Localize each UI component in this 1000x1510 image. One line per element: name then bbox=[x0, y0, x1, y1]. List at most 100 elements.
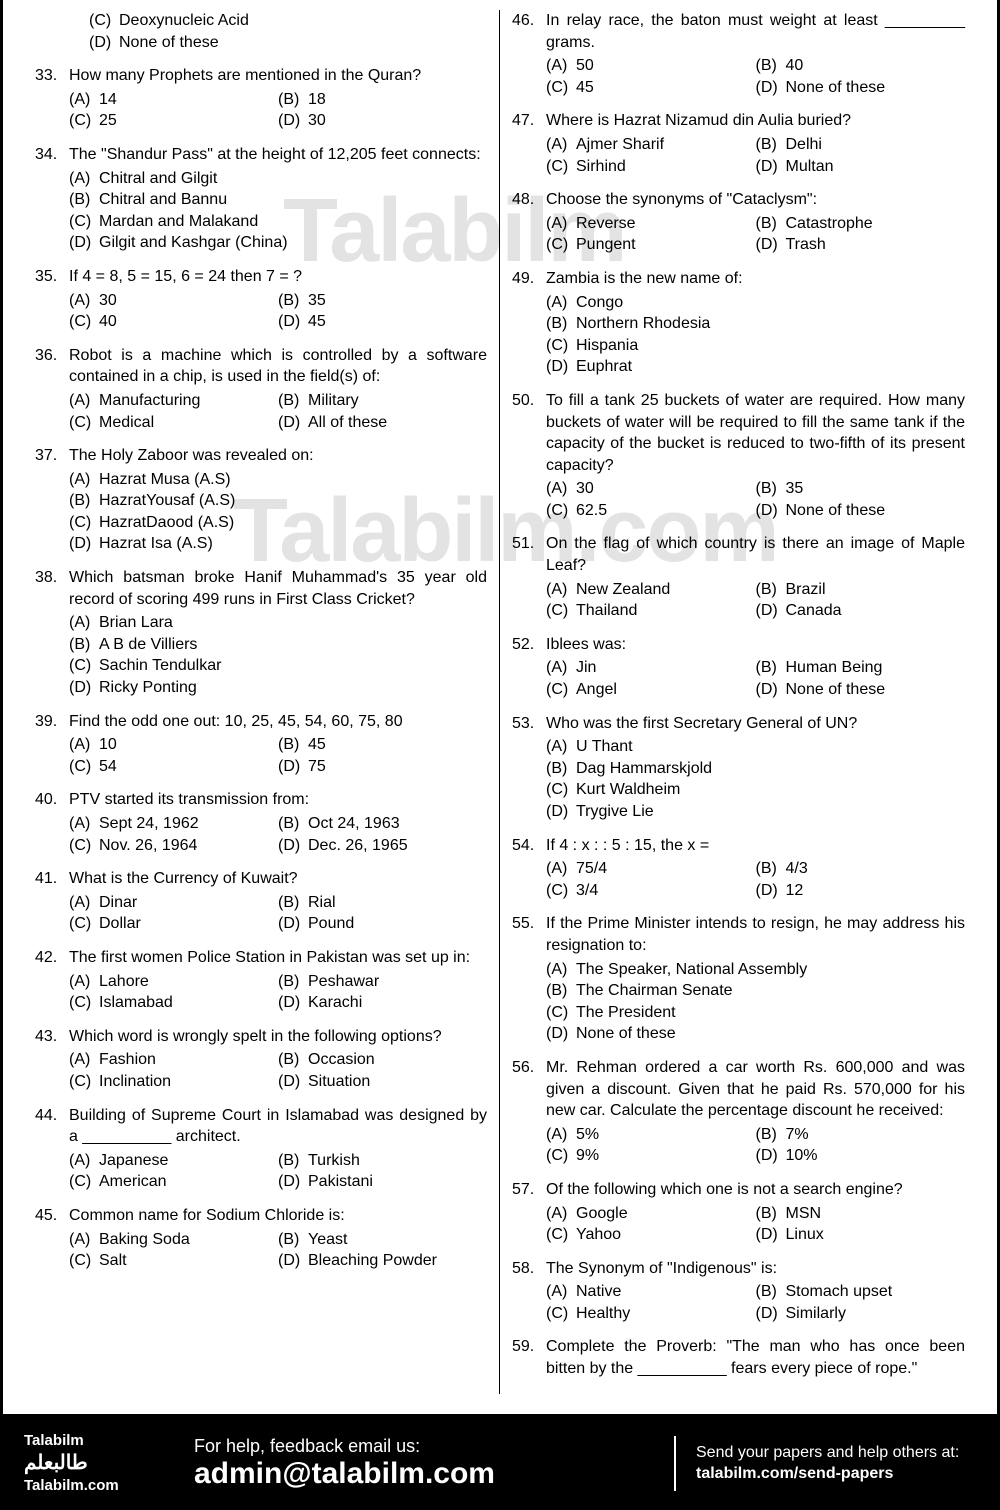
option-text: Human Being bbox=[786, 657, 958, 679]
option-text: Islamabad bbox=[99, 992, 270, 1014]
option-text: Mardan and Malakand bbox=[99, 211, 479, 233]
option-letter: (A) bbox=[546, 134, 576, 156]
question: 57.Of the following which one is not a s… bbox=[512, 1179, 965, 1246]
option-letter: (A) bbox=[546, 213, 576, 235]
option-letter: (C) bbox=[546, 600, 576, 622]
option-text: None of these bbox=[786, 500, 958, 522]
option-text: Google bbox=[576, 1203, 748, 1225]
question: 33.How many Prophets are mentioned in th… bbox=[35, 65, 487, 132]
question-text: Who was the first Secretary General of U… bbox=[546, 713, 965, 735]
option: (A)Reverse bbox=[546, 213, 756, 235]
option: (D)Multan bbox=[756, 156, 966, 178]
option-letter: (D) bbox=[278, 756, 308, 778]
option: (B)Oct 24, 1963 bbox=[278, 813, 487, 835]
option-letter: (B) bbox=[756, 1281, 786, 1303]
option: (A)30 bbox=[69, 290, 278, 312]
option-letter: (C) bbox=[546, 1002, 576, 1024]
option: (A)Fashion bbox=[69, 1049, 278, 1071]
option-letter: (C) bbox=[546, 779, 576, 801]
option: (A)10 bbox=[69, 734, 278, 756]
option: (C)Dollar bbox=[69, 913, 278, 935]
option-text: HazratDaood (A.S) bbox=[99, 512, 479, 534]
option-letter: (C) bbox=[546, 679, 576, 701]
option-letter: (D) bbox=[278, 110, 308, 132]
option: (A)Manufacturing bbox=[69, 390, 278, 412]
question-number: 45. bbox=[35, 1205, 69, 1272]
option-text: New Zealand bbox=[576, 579, 748, 601]
options-group: (A)Fashion(B)Occasion(C)Inclination(D)Si… bbox=[69, 1049, 487, 1092]
option-text: 40 bbox=[786, 55, 958, 77]
question: 34.The "Shandur Pass" at the height of 1… bbox=[35, 144, 487, 254]
option: (D)None of these bbox=[756, 679, 966, 701]
question-number: 58. bbox=[512, 1258, 546, 1325]
footer-send-link: talabilm.com/send-papers bbox=[696, 1463, 976, 1485]
option: (C)Thailand bbox=[546, 600, 756, 622]
option-letter: (B) bbox=[278, 1150, 308, 1172]
option-text: Native bbox=[576, 1281, 748, 1303]
option-letter: (D) bbox=[756, 1303, 786, 1325]
option: (C)American bbox=[69, 1171, 278, 1193]
option-letter: (B) bbox=[756, 858, 786, 880]
option-letter: (B) bbox=[756, 1203, 786, 1225]
option-text: Canada bbox=[786, 600, 958, 622]
option-text: Gilgit and Kashgar (China) bbox=[99, 232, 479, 254]
options-group: (A)Hazrat Musa (A.S)(B)HazratYousaf (A.S… bbox=[69, 469, 487, 555]
footer-brand-block: Talabilm طالبعلم Talabilm.com bbox=[24, 1431, 194, 1496]
option: (C)Kurt Waldheim bbox=[546, 779, 965, 801]
question-body: If 4 = 8, 5 = 15, 6 = 24 then 7 = ?(A)30… bbox=[69, 266, 487, 333]
question: 43.Which word is wrongly spelt in the fo… bbox=[35, 1026, 487, 1093]
option: (C)Healthy bbox=[546, 1303, 756, 1325]
option-letter: (A) bbox=[69, 612, 99, 634]
options-group: (A)Lahore(B)Peshawar(C)Islamabad(D)Karac… bbox=[69, 971, 487, 1014]
question-number: 54. bbox=[512, 835, 546, 902]
option: (D)Karachi bbox=[278, 992, 487, 1014]
content-area: (C)Deoxynucleic Acid(D)None of these 33.… bbox=[3, 0, 997, 1414]
option-text: 30 bbox=[308, 110, 479, 132]
option-letter: (A) bbox=[546, 292, 576, 314]
option: (C)3/4 bbox=[546, 880, 756, 902]
option-text: HazratYousaf (A.S) bbox=[99, 490, 479, 512]
option: (C)40 bbox=[69, 311, 278, 333]
option-letter: (A) bbox=[546, 858, 576, 880]
option: (C)Deoxynucleic Acid bbox=[89, 10, 487, 32]
option: (D)Pakistani bbox=[278, 1171, 487, 1193]
question-body: In relay race, the baton must weight at … bbox=[546, 10, 965, 98]
question-number: 50. bbox=[512, 390, 546, 522]
option-letter: (B) bbox=[278, 813, 308, 835]
question-text: The Synonym of "Indigenous" is: bbox=[546, 1258, 965, 1280]
option-text: 75 bbox=[308, 756, 479, 778]
option-text: U Thant bbox=[576, 736, 957, 758]
question-number: 37. bbox=[35, 445, 69, 555]
question-text: The first women Police Station in Pakist… bbox=[69, 947, 487, 969]
option: (C)54 bbox=[69, 756, 278, 778]
option-letter: (D) bbox=[546, 1023, 576, 1045]
footer-send-text: Send your papers and help others at: bbox=[696, 1442, 976, 1464]
option: (A)New Zealand bbox=[546, 579, 756, 601]
question-number: 36. bbox=[35, 345, 69, 433]
question: 41.What is the Currency of Kuwait?(A)Din… bbox=[35, 868, 487, 935]
question-body: Of the following which one is not a sear… bbox=[546, 1179, 965, 1246]
option: (B)Northern Rhodesia bbox=[546, 313, 965, 335]
option-letter: (A) bbox=[546, 1281, 576, 1303]
option-letter: (C) bbox=[69, 1071, 99, 1093]
option-letter: (A) bbox=[546, 657, 576, 679]
option-letter: (D) bbox=[278, 992, 308, 1014]
question-number: 44. bbox=[35, 1105, 69, 1193]
question-text: The "Shandur Pass" at the height of 12,2… bbox=[69, 144, 487, 166]
option: (B)Occasion bbox=[278, 1049, 487, 1071]
option: (D)Dec. 26, 1965 bbox=[278, 835, 487, 857]
option-text: 45 bbox=[576, 77, 748, 99]
question-number: 41. bbox=[35, 868, 69, 935]
question-number: 49. bbox=[512, 268, 546, 378]
question: 53.Who was the first Secretary General o… bbox=[512, 713, 965, 823]
option-text: Situation bbox=[308, 1071, 479, 1093]
question-number: 40. bbox=[35, 789, 69, 856]
option-letter: (C) bbox=[69, 913, 99, 935]
question-body: Mr. Rehman ordered a car worth Rs. 600,0… bbox=[546, 1057, 965, 1167]
option-letter: (B) bbox=[756, 1124, 786, 1146]
option: (C)9% bbox=[546, 1145, 756, 1167]
option-text: Brazil bbox=[786, 579, 958, 601]
option: (A)50 bbox=[546, 55, 756, 77]
option-letter: (D) bbox=[278, 412, 308, 434]
footer-send-block: Send your papers and help others at: tal… bbox=[676, 1442, 976, 1485]
